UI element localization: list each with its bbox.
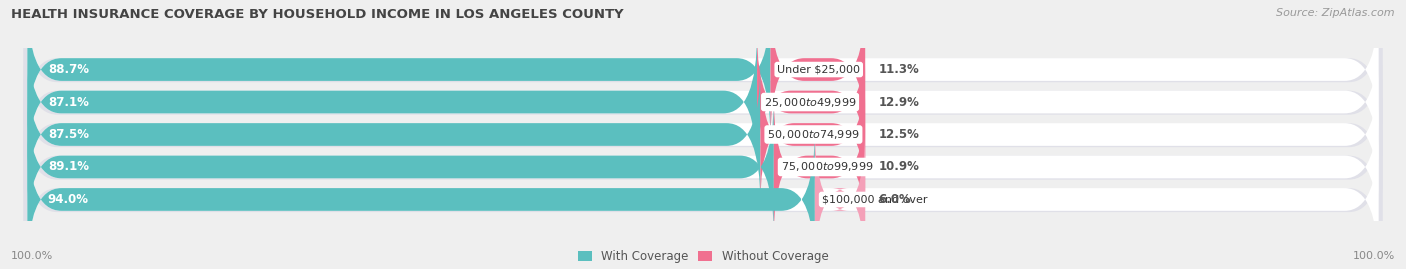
Text: Source: ZipAtlas.com: Source: ZipAtlas.com	[1277, 8, 1395, 18]
FancyBboxPatch shape	[28, 65, 761, 204]
FancyBboxPatch shape	[761, 65, 865, 204]
Text: Under $25,000: Under $25,000	[778, 65, 860, 75]
Text: 89.1%: 89.1%	[48, 161, 89, 174]
FancyBboxPatch shape	[28, 32, 1378, 172]
FancyBboxPatch shape	[28, 130, 815, 269]
Text: 12.9%: 12.9%	[879, 95, 920, 108]
FancyBboxPatch shape	[24, 131, 1382, 269]
FancyBboxPatch shape	[770, 0, 865, 139]
Text: $75,000 to $99,999: $75,000 to $99,999	[780, 161, 873, 174]
FancyBboxPatch shape	[815, 130, 865, 269]
FancyBboxPatch shape	[773, 97, 865, 237]
Text: 11.3%: 11.3%	[879, 63, 920, 76]
Text: HEALTH INSURANCE COVERAGE BY HOUSEHOLD INCOME IN LOS ANGELES COUNTY: HEALTH INSURANCE COVERAGE BY HOUSEHOLD I…	[11, 8, 624, 21]
FancyBboxPatch shape	[24, 98, 1382, 237]
Text: 87.1%: 87.1%	[48, 95, 89, 108]
FancyBboxPatch shape	[28, 65, 1378, 204]
Text: 94.0%: 94.0%	[48, 193, 89, 206]
FancyBboxPatch shape	[24, 33, 1382, 172]
FancyBboxPatch shape	[28, 0, 1378, 139]
Text: 6.0%: 6.0%	[879, 193, 911, 206]
Text: $100,000 and over: $100,000 and over	[821, 194, 927, 204]
Legend: With Coverage, Without Coverage: With Coverage, Without Coverage	[578, 250, 828, 263]
Text: 100.0%: 100.0%	[11, 251, 53, 261]
Text: $25,000 to $49,999: $25,000 to $49,999	[763, 95, 856, 108]
FancyBboxPatch shape	[28, 97, 773, 237]
Text: 88.7%: 88.7%	[48, 63, 89, 76]
FancyBboxPatch shape	[24, 66, 1382, 204]
Text: 100.0%: 100.0%	[1353, 251, 1395, 261]
Text: 12.5%: 12.5%	[879, 128, 920, 141]
FancyBboxPatch shape	[28, 32, 756, 172]
Text: $50,000 to $74,999: $50,000 to $74,999	[768, 128, 859, 141]
FancyBboxPatch shape	[24, 1, 1382, 139]
FancyBboxPatch shape	[28, 97, 1378, 237]
Text: 87.5%: 87.5%	[48, 128, 89, 141]
FancyBboxPatch shape	[28, 0, 770, 139]
FancyBboxPatch shape	[756, 32, 865, 172]
FancyBboxPatch shape	[28, 130, 1378, 269]
Text: 10.9%: 10.9%	[879, 161, 920, 174]
